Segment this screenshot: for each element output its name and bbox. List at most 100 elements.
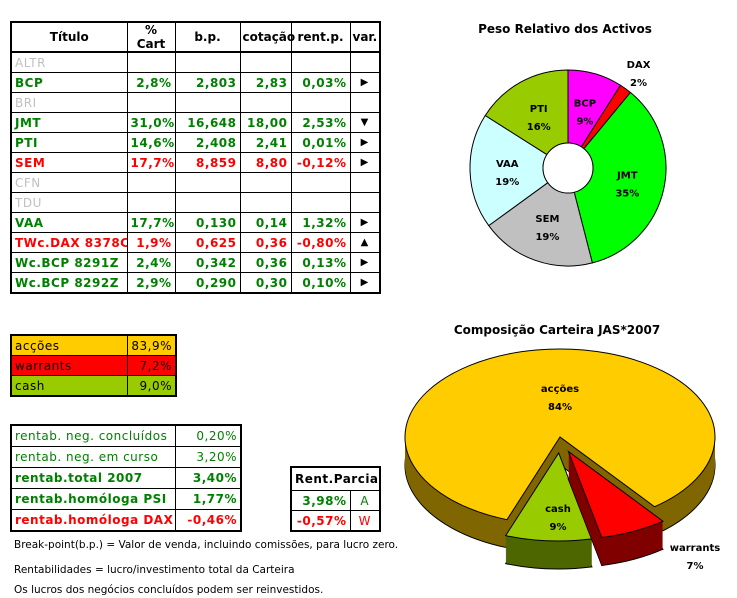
- partial-code: W: [349, 510, 381, 532]
- returns-row: rentab.homóloga DAX -0,46%: [10, 509, 242, 532]
- column-header: b.p.: [174, 21, 241, 53]
- var-cell: ▲: [349, 232, 381, 253]
- returns-row: rentab. neg. em curso 3,20%: [10, 446, 242, 468]
- partial-returns-row: 3,98% A: [290, 490, 381, 511]
- allocation-table: acções 83,9% warrants 7,2% cash 9,0%: [10, 334, 177, 397]
- rent-cell: -0,80%: [290, 232, 351, 253]
- arrow-right-icon: ▶: [360, 157, 369, 168]
- pie1-label: JMT: [616, 170, 638, 181]
- pie2-label: warrants: [670, 543, 720, 554]
- returns-row: rentab.homóloga PSI 1,77%: [10, 488, 242, 510]
- rent-cell: 0,13%: [290, 252, 351, 273]
- ticker-cell: Wc.BCP 8291Z: [10, 252, 128, 273]
- pie2-slice-cash: [504, 451, 593, 570]
- cart-cell: 2,4%: [126, 252, 176, 273]
- allocation-value: 9,0%: [126, 375, 177, 397]
- allocation-value: 83,9%: [126, 334, 177, 356]
- column-header: Título: [10, 21, 128, 53]
- allocation-label: cash: [10, 375, 128, 397]
- rent-cell: 0,10%: [290, 272, 351, 294]
- arrow-right-icon: ▶: [360, 217, 369, 228]
- returns-value: 3,20%: [174, 446, 242, 468]
- table-row: BCP 2,8% 2,803 2,83 0,03% ▶: [10, 72, 381, 93]
- column-header: var.: [349, 21, 381, 53]
- table-row: VAA 17,7% 0,130 0,14 1,32% ▶: [10, 212, 381, 233]
- pie2-value: 84%: [548, 402, 572, 413]
- partial-returns-header: Rent.Parciais: [290, 466, 381, 491]
- bp-cell: 0,290: [174, 272, 241, 294]
- pie1-value: 9%: [576, 117, 593, 128]
- ticker-cell: SEM: [10, 152, 128, 173]
- allocation-row: acções 83,9%: [10, 334, 177, 356]
- pie2: acções 84% warrants 7% cash 9%: [404, 348, 720, 572]
- arrow-right-icon: ▶: [360, 257, 369, 268]
- ticker-cell: TWc.DAX 8378C: [10, 232, 128, 253]
- donut-hole: [542, 142, 594, 194]
- arrow-right-icon: ▶: [360, 77, 369, 88]
- var-cell: ▶: [349, 272, 381, 294]
- partial-returns-table: Rent.Parciais 3,98%A-0,57%W: [290, 466, 382, 532]
- pie1: BCP 9% DAX 2% JMT 35% SEM 19% VAA 19% PTI 16%: [469, 60, 667, 267]
- partial-value: -0,57%: [290, 510, 351, 532]
- column-header: % Cart: [126, 21, 176, 53]
- pie2-label: acções: [541, 384, 579, 395]
- pie1-label: SEM: [535, 214, 559, 225]
- returns-value: 1,77%: [174, 488, 242, 510]
- pie1-label: BCP: [574, 99, 596, 110]
- returns-label: rentab.total 2007: [10, 467, 176, 489]
- returns-row: rentab. neg. concluídos 0,20%: [10, 424, 242, 447]
- column-header: rent.p.: [290, 21, 351, 53]
- cart-cell: 31,0%: [126, 112, 176, 133]
- pie2-label: cash: [545, 504, 571, 515]
- arrow-up-icon: ▲: [360, 237, 369, 248]
- pie1-value: 19%: [495, 177, 519, 188]
- rent-cell: 0,01%: [290, 132, 351, 153]
- pie2-value: 9%: [550, 522, 567, 533]
- returns-label: rentab. neg. em curso: [10, 446, 176, 468]
- pie1-title: Peso Relativo dos Activos: [478, 22, 652, 36]
- pie2-slice-acções: [404, 348, 716, 549]
- partial-returns-row: -0,57% W: [290, 510, 381, 532]
- cotacao-cell: 0,36: [239, 252, 292, 273]
- arrow-right-icon: ▶: [360, 277, 369, 288]
- table-row: BRI: [10, 92, 381, 113]
- pie1-value: 2%: [630, 78, 647, 89]
- table-row: Wc.BCP 8291Z 2,4% 0,342 0,36 0,13% ▶: [10, 252, 381, 273]
- cart-cell: 2,9%: [126, 272, 176, 294]
- cotacao-cell: 0,36: [239, 232, 292, 253]
- allocation-row: warrants 7,2%: [10, 355, 177, 376]
- bp-cell: 2,803: [174, 72, 241, 93]
- pie1-label: DAX: [627, 60, 651, 71]
- pie2-value: 7%: [687, 561, 704, 572]
- allocation-value: 7,2%: [126, 355, 177, 376]
- partial-value: 3,98%: [290, 490, 351, 511]
- note-lucros: Os lucros dos negócios concluídos podem …: [14, 584, 324, 596]
- rent-cell: 1,32%: [290, 212, 351, 233]
- pie2-title: Composição Carteira JAS*2007: [454, 323, 660, 337]
- table-row: TWc.DAX 8378C 1,9% 0,625 0,36 -0,80% ▲: [10, 232, 381, 253]
- cotacao-cell: 2,83: [239, 72, 292, 93]
- partial-code: A: [349, 490, 381, 511]
- table-row: Wc.BCP 8292Z 2,9% 0,290 0,30 0,10% ▶: [10, 272, 381, 294]
- table-row: JMT 31,0% 16,648 18,00 2,53% ▼: [10, 112, 381, 133]
- pie1-value: 16%: [527, 122, 551, 133]
- cart-cell: 17,7%: [126, 212, 176, 233]
- returns-row: rentab.total 2007 3,40%: [10, 467, 242, 489]
- arrow-down-icon: ▼: [360, 117, 369, 128]
- pie1-value: 35%: [615, 188, 639, 199]
- returns-label: rentab.homóloga DAX: [10, 509, 176, 532]
- returns-table: rentab. neg. concluídos 0,20% rentab. neg.…: [10, 424, 242, 532]
- portfolio-table: Título% Cart b.p. cotação rent.p. var. ALTR B…: [10, 21, 381, 294]
- pie1-value: 19%: [535, 232, 559, 243]
- var-cell: ▶: [349, 252, 381, 273]
- arrow-right-icon: ▶: [360, 137, 369, 148]
- note-rentabilidades: Rentabilidades = lucro/investimento tota…: [14, 564, 295, 576]
- allocation-label: acções: [10, 334, 128, 356]
- note-break-point: Break-point(b.p.) = Valor de venda, incl…: [14, 539, 399, 551]
- allocation-row: cash 9,0%: [10, 375, 177, 397]
- pie2-slice-warrants: [567, 450, 665, 566]
- pie1-label: VAA: [496, 159, 519, 170]
- column-header: cotação: [239, 21, 295, 53]
- allocation-label: warrants: [10, 355, 128, 376]
